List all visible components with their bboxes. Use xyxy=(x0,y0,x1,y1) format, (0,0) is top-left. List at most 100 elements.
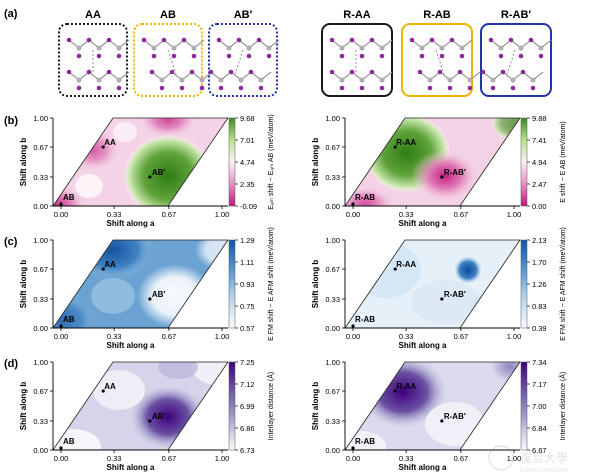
stacking-point-label: AA xyxy=(104,138,116,147)
metal-atom xyxy=(191,45,197,51)
ligand-atom xyxy=(86,69,92,75)
metal-atom xyxy=(116,77,122,83)
stacking-point-label: R-AB xyxy=(355,315,375,324)
y-tick-label: 1.00 xyxy=(325,358,340,367)
metal-atom xyxy=(510,77,516,83)
colorbar-tick-label: 7.01 xyxy=(240,136,255,145)
x-tick-label: 0.00 xyxy=(54,332,69,341)
x-tick-label: 0.33 xyxy=(399,332,414,341)
ligand-atom xyxy=(199,85,205,91)
ligand-atom xyxy=(216,37,222,43)
row-label-c: (c) xyxy=(4,236,18,248)
colorbar-tick-label: 7.17 xyxy=(532,380,547,389)
ligand-atom xyxy=(169,69,175,75)
stacking-title-rabprime: R-AB′ xyxy=(501,9,531,21)
x-tick-label: 1.00 xyxy=(215,454,230,463)
ligand-atom xyxy=(96,85,102,91)
x-axis-title: Shift along a xyxy=(107,463,156,472)
ligand-atom xyxy=(116,85,122,91)
metal-atom xyxy=(238,77,244,83)
stacking-point-label: AB xyxy=(63,193,75,202)
panel-c-left xyxy=(53,240,228,328)
y-axis-title: Shift along b xyxy=(311,138,320,187)
y-tick-label: 0.00 xyxy=(325,202,340,211)
colorbar-tick-label: 0.57 xyxy=(240,324,255,333)
x-axis-title: Shift along a xyxy=(399,341,448,350)
crystal-structure xyxy=(141,37,213,91)
ligand-atom xyxy=(66,37,72,43)
colorbar-label: E shift − E AB (meV/atom) xyxy=(560,121,567,203)
stacking-point xyxy=(101,389,105,393)
y-tick-label: 0.67 xyxy=(325,143,340,152)
colorbar-d_left: 7.25 7.12 6.99 6.86 6.73 Interlayer distance … xyxy=(228,358,275,455)
stacking-point xyxy=(393,145,397,149)
colorbar-tick-label: 7.34 xyxy=(532,358,547,367)
x-tick-label: 1.00 xyxy=(507,332,522,341)
colorbar-b_right: 9.88 7.41 4.94 2.47 0.00 E shift − E AB (meV/… xyxy=(520,114,567,211)
colorbar-tick-label: 6.67 xyxy=(532,446,547,455)
y-tick-label: 0.00 xyxy=(33,446,48,455)
stacking-point xyxy=(59,202,63,206)
ligand-atom xyxy=(510,85,516,91)
x-tick-label: 0.00 xyxy=(346,210,361,219)
metal-atom xyxy=(76,45,82,51)
y-tick-label: 0.00 xyxy=(33,202,48,211)
metal-atom xyxy=(530,77,536,83)
metal-atom xyxy=(490,77,496,83)
ligand-atom xyxy=(528,37,534,43)
y-tick-label: 0.00 xyxy=(325,446,340,455)
stacking-point-label: R-AB xyxy=(355,193,375,202)
ligand-atom xyxy=(427,85,433,91)
ligand-atom xyxy=(266,53,272,59)
ligand-atom xyxy=(459,53,465,59)
y-axis-title: Shift along b xyxy=(19,382,28,431)
ligand-atom xyxy=(218,85,224,91)
x-tick-label: 1.00 xyxy=(215,210,230,219)
stacking-point xyxy=(351,202,355,206)
x-tick-label: 0.67 xyxy=(162,332,177,341)
y-tick-label: 0.33 xyxy=(33,173,48,182)
metal-atom xyxy=(339,77,345,83)
panel-axes-c_right: 1.00 0.67 0.33 0.00 0.00 0.33 0.67 1.00 Shift al… xyxy=(311,227,567,350)
stacking-box-ab xyxy=(133,23,203,97)
ligand-atom xyxy=(369,37,375,43)
ligand-atom xyxy=(538,53,544,59)
y-axis-title: Shift along b xyxy=(311,260,320,309)
ligand-atom xyxy=(106,37,112,43)
ligand-atom xyxy=(236,37,242,43)
colorbar-gradient xyxy=(228,361,236,451)
stacking-point xyxy=(148,175,152,179)
panel-axes-c_left: 1.00 0.67 0.33 0.00 0.00 0.33 0.67 1.00 Shift al… xyxy=(19,227,275,350)
stacking-point xyxy=(59,324,63,328)
y-tick-label: 1.00 xyxy=(33,358,48,367)
stacking-point xyxy=(440,419,444,423)
y-axis-title: Shift along b xyxy=(311,382,320,431)
ligand-atom xyxy=(439,53,445,59)
metal-atom xyxy=(467,77,473,83)
metal-atom xyxy=(538,45,544,51)
x-tick-label: 1.00 xyxy=(507,454,522,463)
y-axis-title: Shift along b xyxy=(19,138,28,187)
x-tick-label: 0.67 xyxy=(454,454,469,463)
panel-axes-d_right: 1.00 0.67 0.33 0.00 0.00 0.33 0.67 1.00 Shift al… xyxy=(311,358,567,472)
ligand-atom xyxy=(498,53,504,59)
stacking-title-raa: R-AA xyxy=(343,9,371,21)
stacking-point-label: R-AB′ xyxy=(444,412,466,421)
ligand-atom xyxy=(159,85,165,91)
ligand-atom xyxy=(76,53,82,59)
colorbar-tick-label: 7.25 xyxy=(240,358,255,367)
stacking-point-label: AA xyxy=(104,260,116,269)
ligand-atom xyxy=(449,37,455,43)
stacking-row-right: R-AA R-AB R-AB′ xyxy=(321,9,552,97)
x-tick-label: 0.67 xyxy=(454,332,469,341)
ligand-atom xyxy=(339,53,345,59)
crystal-structure xyxy=(480,37,552,91)
ligand-atom xyxy=(379,85,385,91)
x-axis-title: Shift along a xyxy=(107,341,156,350)
x-tick-label: 0.33 xyxy=(107,332,122,341)
colorbar-tick-label: 1.26 xyxy=(532,280,547,289)
colorbar-d_right: 7.34 7.17 7.00 6.84 6.67 Interlayer distance … xyxy=(520,358,567,455)
y-tick-label: 0.33 xyxy=(325,295,340,304)
metal-atom xyxy=(226,45,232,51)
stacking-title-abprime: AB′ xyxy=(234,9,253,21)
